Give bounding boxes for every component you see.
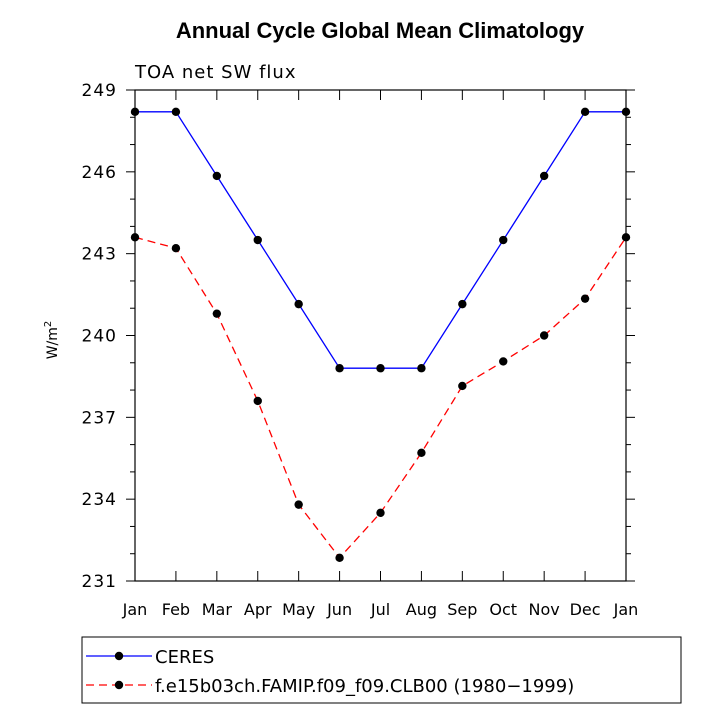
axis-tick-labels: Jan Feb Mar Apr May Jun Jul Aug Sep Oct Nov Dec Jan 2… [82, 81, 639, 619]
series-1-point-9 [499, 357, 508, 366]
series-1-point-4 [294, 500, 303, 509]
series-1-point-8 [458, 381, 467, 391]
x-tick-label: Dec [570, 600, 601, 619]
legend-box [81, 636, 682, 704]
legend-marker-1 [114, 680, 124, 690]
x-tick-label: Aug [406, 600, 437, 619]
axis-ticks [126, 89, 635, 582]
series-1-point-2 [212, 309, 222, 318]
series-1-point-7 [417, 448, 426, 457]
legend-label-1: f.e15b03ch.FAMIP.f09_f09.CLB00 (1980−199… [155, 676, 574, 697]
series-1-point-6 [376, 508, 385, 518]
series-0-point-6 [376, 364, 385, 373]
series-0-point-2 [212, 171, 222, 181]
x-tick-label: Oct [489, 600, 517, 619]
series-1-point-11 [580, 294, 590, 303]
legend: CERES f.e15b03ch.FAMIP.f09_f09.CLB00 (198… [86, 647, 574, 697]
y-tick-label: 240 [82, 327, 117, 347]
y-tick-label: 249 [82, 81, 117, 101]
y-tick-label: 234 [82, 490, 117, 510]
series-0-point-11 [580, 107, 590, 117]
x-tick-label: Jan [613, 600, 639, 619]
series-0-point-8 [458, 299, 467, 309]
series-1-point-3 [253, 396, 262, 406]
x-tick-label: Jan [122, 600, 148, 619]
series-lines [134, 111, 627, 559]
x-tick-label: Nov [529, 600, 560, 619]
series-0-point-10 [539, 171, 549, 181]
series-0-point-12 [621, 107, 631, 117]
y-axis-label-base: W/m [45, 327, 61, 359]
legend-label-0: CERES [155, 647, 214, 668]
chart-title: Annual Cycle Global Mean Climatology [176, 18, 585, 43]
series-1-point-10 [539, 331, 549, 340]
x-tick-label: Apr [244, 600, 272, 619]
x-tick-label: Feb [162, 600, 190, 619]
series-points [130, 107, 631, 563]
series-line-0 [135, 111, 626, 369]
series-0-point-1 [171, 107, 181, 117]
svg-text:W/m2: W/m2 [43, 321, 61, 360]
x-tick-label: Sep [447, 600, 477, 619]
x-tick-label: May [282, 600, 315, 619]
series-0-point-3 [253, 235, 262, 245]
series-0-point-7 [417, 364, 426, 373]
y-axis-label: W/m2 [43, 321, 61, 360]
series-1-point-0 [130, 233, 140, 242]
series-0-point-9 [499, 235, 508, 245]
x-tick-label: Jun [326, 600, 352, 619]
series-1-point-5 [335, 553, 344, 563]
y-axis-label-superscript: 2 [43, 321, 54, 327]
series-0-point-5 [335, 364, 344, 373]
series-1-point-1 [171, 244, 181, 253]
series-1-point-12 [621, 233, 631, 242]
series-0-point-4 [294, 299, 303, 309]
x-tick-label: Jul [370, 600, 390, 619]
y-tick-label: 246 [82, 163, 117, 183]
series-0-point-0 [130, 107, 140, 117]
legend-marker-0 [114, 651, 124, 661]
x-tick-label: Mar [202, 600, 233, 619]
chart-subtitle: TOA net SW flux [134, 62, 297, 83]
y-tick-label: 243 [82, 245, 117, 265]
y-tick-label: 237 [82, 408, 117, 428]
y-tick-label: 231 [82, 572, 117, 592]
